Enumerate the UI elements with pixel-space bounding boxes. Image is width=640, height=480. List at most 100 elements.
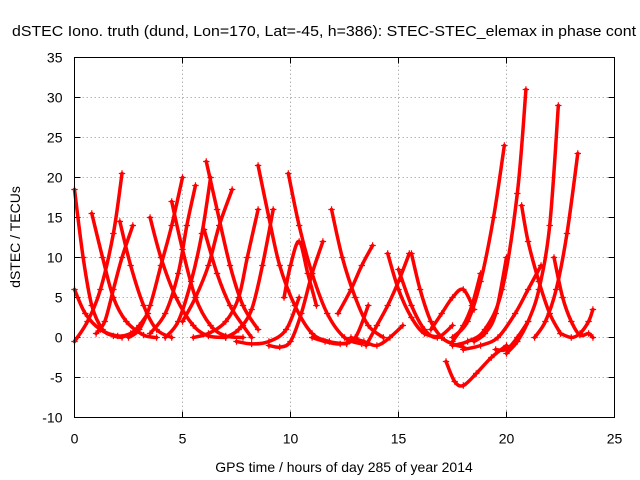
- data-point: [395, 286, 402, 293]
- data-point: [265, 214, 273, 221]
- series-line: [72, 187, 124, 340]
- series-arc-38: [503, 102, 562, 357]
- data-point: [488, 354, 495, 361]
- data-point: [347, 334, 355, 341]
- data-point: [146, 214, 154, 221]
- data-point: [451, 378, 458, 385]
- chart-title: dSTEC Iono. truth (dund, Lon=170, Lat=-4…: [12, 23, 637, 40]
- data-point: [88, 210, 95, 217]
- data-point: [205, 330, 212, 337]
- series-arc-20: [285, 170, 365, 348]
- data-point: [442, 358, 450, 365]
- data-point: [97, 286, 104, 293]
- data-point: [140, 331, 147, 339]
- data-point: [524, 318, 532, 325]
- series-line: [519, 203, 563, 336]
- data-point: [179, 174, 186, 181]
- y-tick-label: -5: [50, 370, 63, 386]
- data-point: [336, 340, 344, 348]
- data-point: [464, 318, 471, 325]
- data-point: [146, 330, 154, 337]
- x-tick-label: 0: [71, 431, 79, 447]
- x-tick-label: 5: [179, 431, 187, 447]
- series-arc-35: [449, 86, 530, 349]
- plot-frame: [74, 57, 615, 418]
- data-point: [514, 338, 521, 345]
- x-tick-labels: 0 5 10 15 20 25: [71, 431, 623, 447]
- data-point: [365, 322, 372, 329]
- series-line: [336, 243, 375, 316]
- data-point: [205, 262, 212, 269]
- data-point: [308, 334, 316, 341]
- data-point: [110, 230, 117, 237]
- data-point: [168, 334, 175, 341]
- data-point: [244, 254, 251, 261]
- data-point: [207, 322, 214, 329]
- data-point: [386, 334, 394, 341]
- data-point: [449, 322, 456, 329]
- data-point: [464, 338, 471, 345]
- y-tick-label: -10: [42, 410, 62, 426]
- data-point: [179, 318, 186, 325]
- data-point: [449, 294, 456, 301]
- series-arc-16: [222, 206, 277, 341]
- data-point: [125, 334, 132, 341]
- series-arc-21: [280, 238, 320, 309]
- data-point: [365, 302, 372, 309]
- data-point: [511, 310, 519, 317]
- data-point: [352, 294, 359, 301]
- data-point: [114, 332, 121, 340]
- series-arc-4: [88, 210, 160, 341]
- data-point: [222, 334, 229, 341]
- data-point: [298, 310, 305, 317]
- data-point: [585, 330, 592, 337]
- series-line: [450, 271, 483, 344]
- data-point: [542, 318, 549, 325]
- data-point: [192, 182, 199, 189]
- data-point: [514, 190, 521, 197]
- data-point: [324, 310, 331, 317]
- data-point: [535, 278, 543, 285]
- data-point: [276, 262, 283, 269]
- series-arc-40: [531, 150, 581, 341]
- data-point: [334, 310, 342, 317]
- data-point: [460, 346, 467, 353]
- data-point: [589, 306, 597, 313]
- series-line: [286, 171, 364, 346]
- data-point: [546, 222, 553, 229]
- data-point: [473, 370, 480, 377]
- y-tick-label: 5: [55, 290, 63, 306]
- data-point: [373, 342, 381, 349]
- series-line: [444, 343, 509, 388]
- data-point: [492, 346, 499, 353]
- x-tick-label: 25: [607, 431, 623, 447]
- data-point: [589, 334, 597, 341]
- data-point: [360, 338, 368, 345]
- data-point: [550, 254, 558, 261]
- data-point: [585, 318, 592, 325]
- series-arc-3: [71, 170, 126, 345]
- series-arc-25: [347, 322, 407, 349]
- x-tick-label: 10: [283, 431, 299, 447]
- data-point: [276, 343, 283, 351]
- data-point: [190, 322, 197, 329]
- series-arc-17: [233, 294, 303, 348]
- data-point: [140, 302, 147, 309]
- data-point: [295, 238, 303, 245]
- data-point: [187, 278, 195, 285]
- y-tick-label: 30: [47, 90, 63, 106]
- x-axis-label: GPS time / hours of day 285 of year 2014: [215, 459, 473, 475]
- data-point: [503, 350, 510, 357]
- y-tick-label: 35: [47, 50, 63, 66]
- data-point: [179, 246, 186, 253]
- data-point: [481, 326, 489, 333]
- series-line: [472, 255, 509, 344]
- data-point: [576, 330, 584, 337]
- data-point: [449, 334, 456, 341]
- series-arc-19: [265, 238, 327, 351]
- data-point: [203, 158, 210, 165]
- data-point: [522, 86, 530, 93]
- data-point: [172, 294, 180, 301]
- data-point: [248, 340, 255, 348]
- data-point: [399, 322, 407, 329]
